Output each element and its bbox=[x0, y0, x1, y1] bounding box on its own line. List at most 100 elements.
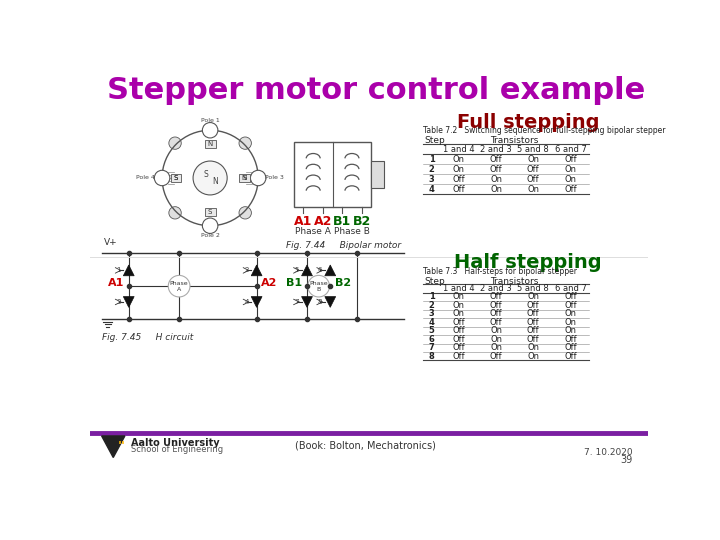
Polygon shape bbox=[325, 296, 336, 307]
Text: 8: 8 bbox=[318, 299, 323, 305]
Text: 5 and 8: 5 and 8 bbox=[518, 284, 549, 293]
Text: Off: Off bbox=[453, 335, 465, 344]
Text: Off: Off bbox=[527, 326, 539, 335]
Text: Transistors: Transistors bbox=[490, 137, 539, 145]
Text: 2: 2 bbox=[429, 301, 435, 310]
Text: B2: B2 bbox=[335, 278, 351, 288]
Text: Fig. 7.44     Bipolar motor: Fig. 7.44 Bipolar motor bbox=[286, 241, 401, 250]
Text: Off: Off bbox=[490, 293, 503, 301]
Text: Table 7.2   Switching sequence for full-stepping bipolar stepper: Table 7.2 Switching sequence for full-st… bbox=[423, 126, 666, 136]
Text: Off: Off bbox=[527, 165, 539, 174]
Text: Off: Off bbox=[453, 318, 465, 327]
Text: A2: A2 bbox=[261, 278, 278, 288]
Text: 39: 39 bbox=[620, 455, 632, 465]
Text: 3: 3 bbox=[429, 174, 435, 184]
Text: On: On bbox=[453, 309, 465, 319]
Text: Pole 1: Pole 1 bbox=[201, 118, 220, 123]
Circle shape bbox=[169, 207, 181, 219]
Text: On: On bbox=[453, 301, 465, 310]
Text: 6 and 7: 6 and 7 bbox=[554, 145, 586, 153]
Text: Phase
A: Phase A bbox=[170, 281, 189, 292]
Text: On: On bbox=[490, 185, 502, 194]
Text: N: N bbox=[207, 141, 212, 147]
Text: Off: Off bbox=[527, 309, 539, 319]
Text: On: On bbox=[527, 293, 539, 301]
Text: Off: Off bbox=[564, 352, 577, 361]
Text: '': '' bbox=[118, 440, 126, 453]
Text: Fig. 7.45     H circuit: Fig. 7.45 H circuit bbox=[102, 333, 193, 342]
Text: On: On bbox=[527, 154, 539, 164]
Text: 3: 3 bbox=[429, 309, 435, 319]
Text: Aalto University: Aalto University bbox=[131, 438, 220, 448]
Text: N: N bbox=[212, 177, 217, 186]
Bar bbox=[239, 174, 250, 182]
Circle shape bbox=[239, 137, 251, 149]
Text: Pole 4: Pole 4 bbox=[136, 176, 155, 180]
Text: 3: 3 bbox=[117, 299, 121, 305]
Text: 5: 5 bbox=[295, 267, 300, 273]
Text: Phase B: Phase B bbox=[334, 227, 370, 237]
Text: Off: Off bbox=[453, 174, 465, 184]
Text: 6 and 7: 6 and 7 bbox=[554, 284, 586, 293]
Text: B1: B1 bbox=[333, 215, 351, 228]
Text: Off: Off bbox=[564, 343, 577, 352]
Text: 7: 7 bbox=[294, 299, 300, 305]
Text: Table 7.3   Half-steps for bipolar stepper: Table 7.3 Half-steps for bipolar stepper bbox=[423, 267, 577, 275]
Text: (Book: Bolton, Mechatronics): (Book: Bolton, Mechatronics) bbox=[294, 441, 436, 450]
Text: A1: A1 bbox=[294, 215, 312, 228]
Polygon shape bbox=[302, 296, 312, 307]
Text: 2: 2 bbox=[245, 267, 249, 273]
Text: S: S bbox=[203, 171, 208, 179]
Text: 7: 7 bbox=[429, 343, 435, 352]
Text: On: On bbox=[490, 335, 502, 344]
Text: 2 and 3: 2 and 3 bbox=[480, 284, 512, 293]
Text: 1 and 4: 1 and 4 bbox=[443, 284, 474, 293]
Text: Off: Off bbox=[490, 318, 503, 327]
Text: Off: Off bbox=[564, 293, 577, 301]
Polygon shape bbox=[302, 265, 312, 276]
Text: Half stepping: Half stepping bbox=[454, 253, 602, 273]
Text: 6: 6 bbox=[429, 335, 435, 344]
Text: On: On bbox=[527, 185, 539, 194]
Text: 1: 1 bbox=[117, 267, 121, 273]
Text: Stepper motor control example: Stepper motor control example bbox=[107, 76, 645, 105]
Text: S: S bbox=[242, 175, 246, 181]
Circle shape bbox=[169, 137, 181, 149]
Polygon shape bbox=[123, 296, 134, 307]
Text: 1: 1 bbox=[429, 293, 435, 301]
Polygon shape bbox=[325, 265, 336, 276]
Text: Off: Off bbox=[490, 165, 503, 174]
Text: Pole 3: Pole 3 bbox=[265, 176, 284, 180]
Circle shape bbox=[202, 218, 218, 233]
Circle shape bbox=[307, 275, 330, 297]
Text: On: On bbox=[564, 165, 577, 174]
Text: Pole 2: Pole 2 bbox=[201, 233, 220, 238]
Text: On: On bbox=[564, 318, 577, 327]
Text: On: On bbox=[564, 174, 577, 184]
Text: S: S bbox=[208, 209, 212, 215]
Text: 4: 4 bbox=[429, 318, 435, 327]
Text: Off: Off bbox=[527, 174, 539, 184]
Polygon shape bbox=[251, 296, 262, 307]
Text: On: On bbox=[453, 154, 465, 164]
Text: Phase A: Phase A bbox=[295, 227, 331, 237]
Polygon shape bbox=[102, 436, 125, 457]
Text: Full stepping: Full stepping bbox=[456, 112, 599, 132]
Text: On: On bbox=[490, 326, 502, 335]
Bar bbox=[294, 142, 372, 207]
Text: 8: 8 bbox=[429, 352, 435, 361]
Text: S: S bbox=[174, 175, 179, 181]
Text: 6: 6 bbox=[318, 267, 323, 273]
Text: 5: 5 bbox=[429, 326, 435, 335]
Circle shape bbox=[251, 170, 266, 186]
Text: Off: Off bbox=[564, 335, 577, 344]
Text: On: On bbox=[527, 343, 539, 352]
Bar bbox=[204, 208, 215, 215]
Bar bbox=[171, 174, 181, 182]
Text: 4: 4 bbox=[245, 299, 249, 305]
Circle shape bbox=[193, 161, 228, 195]
Text: Off: Off bbox=[453, 326, 465, 335]
Circle shape bbox=[202, 123, 218, 138]
Text: V+: V+ bbox=[104, 238, 117, 247]
Circle shape bbox=[168, 275, 190, 297]
